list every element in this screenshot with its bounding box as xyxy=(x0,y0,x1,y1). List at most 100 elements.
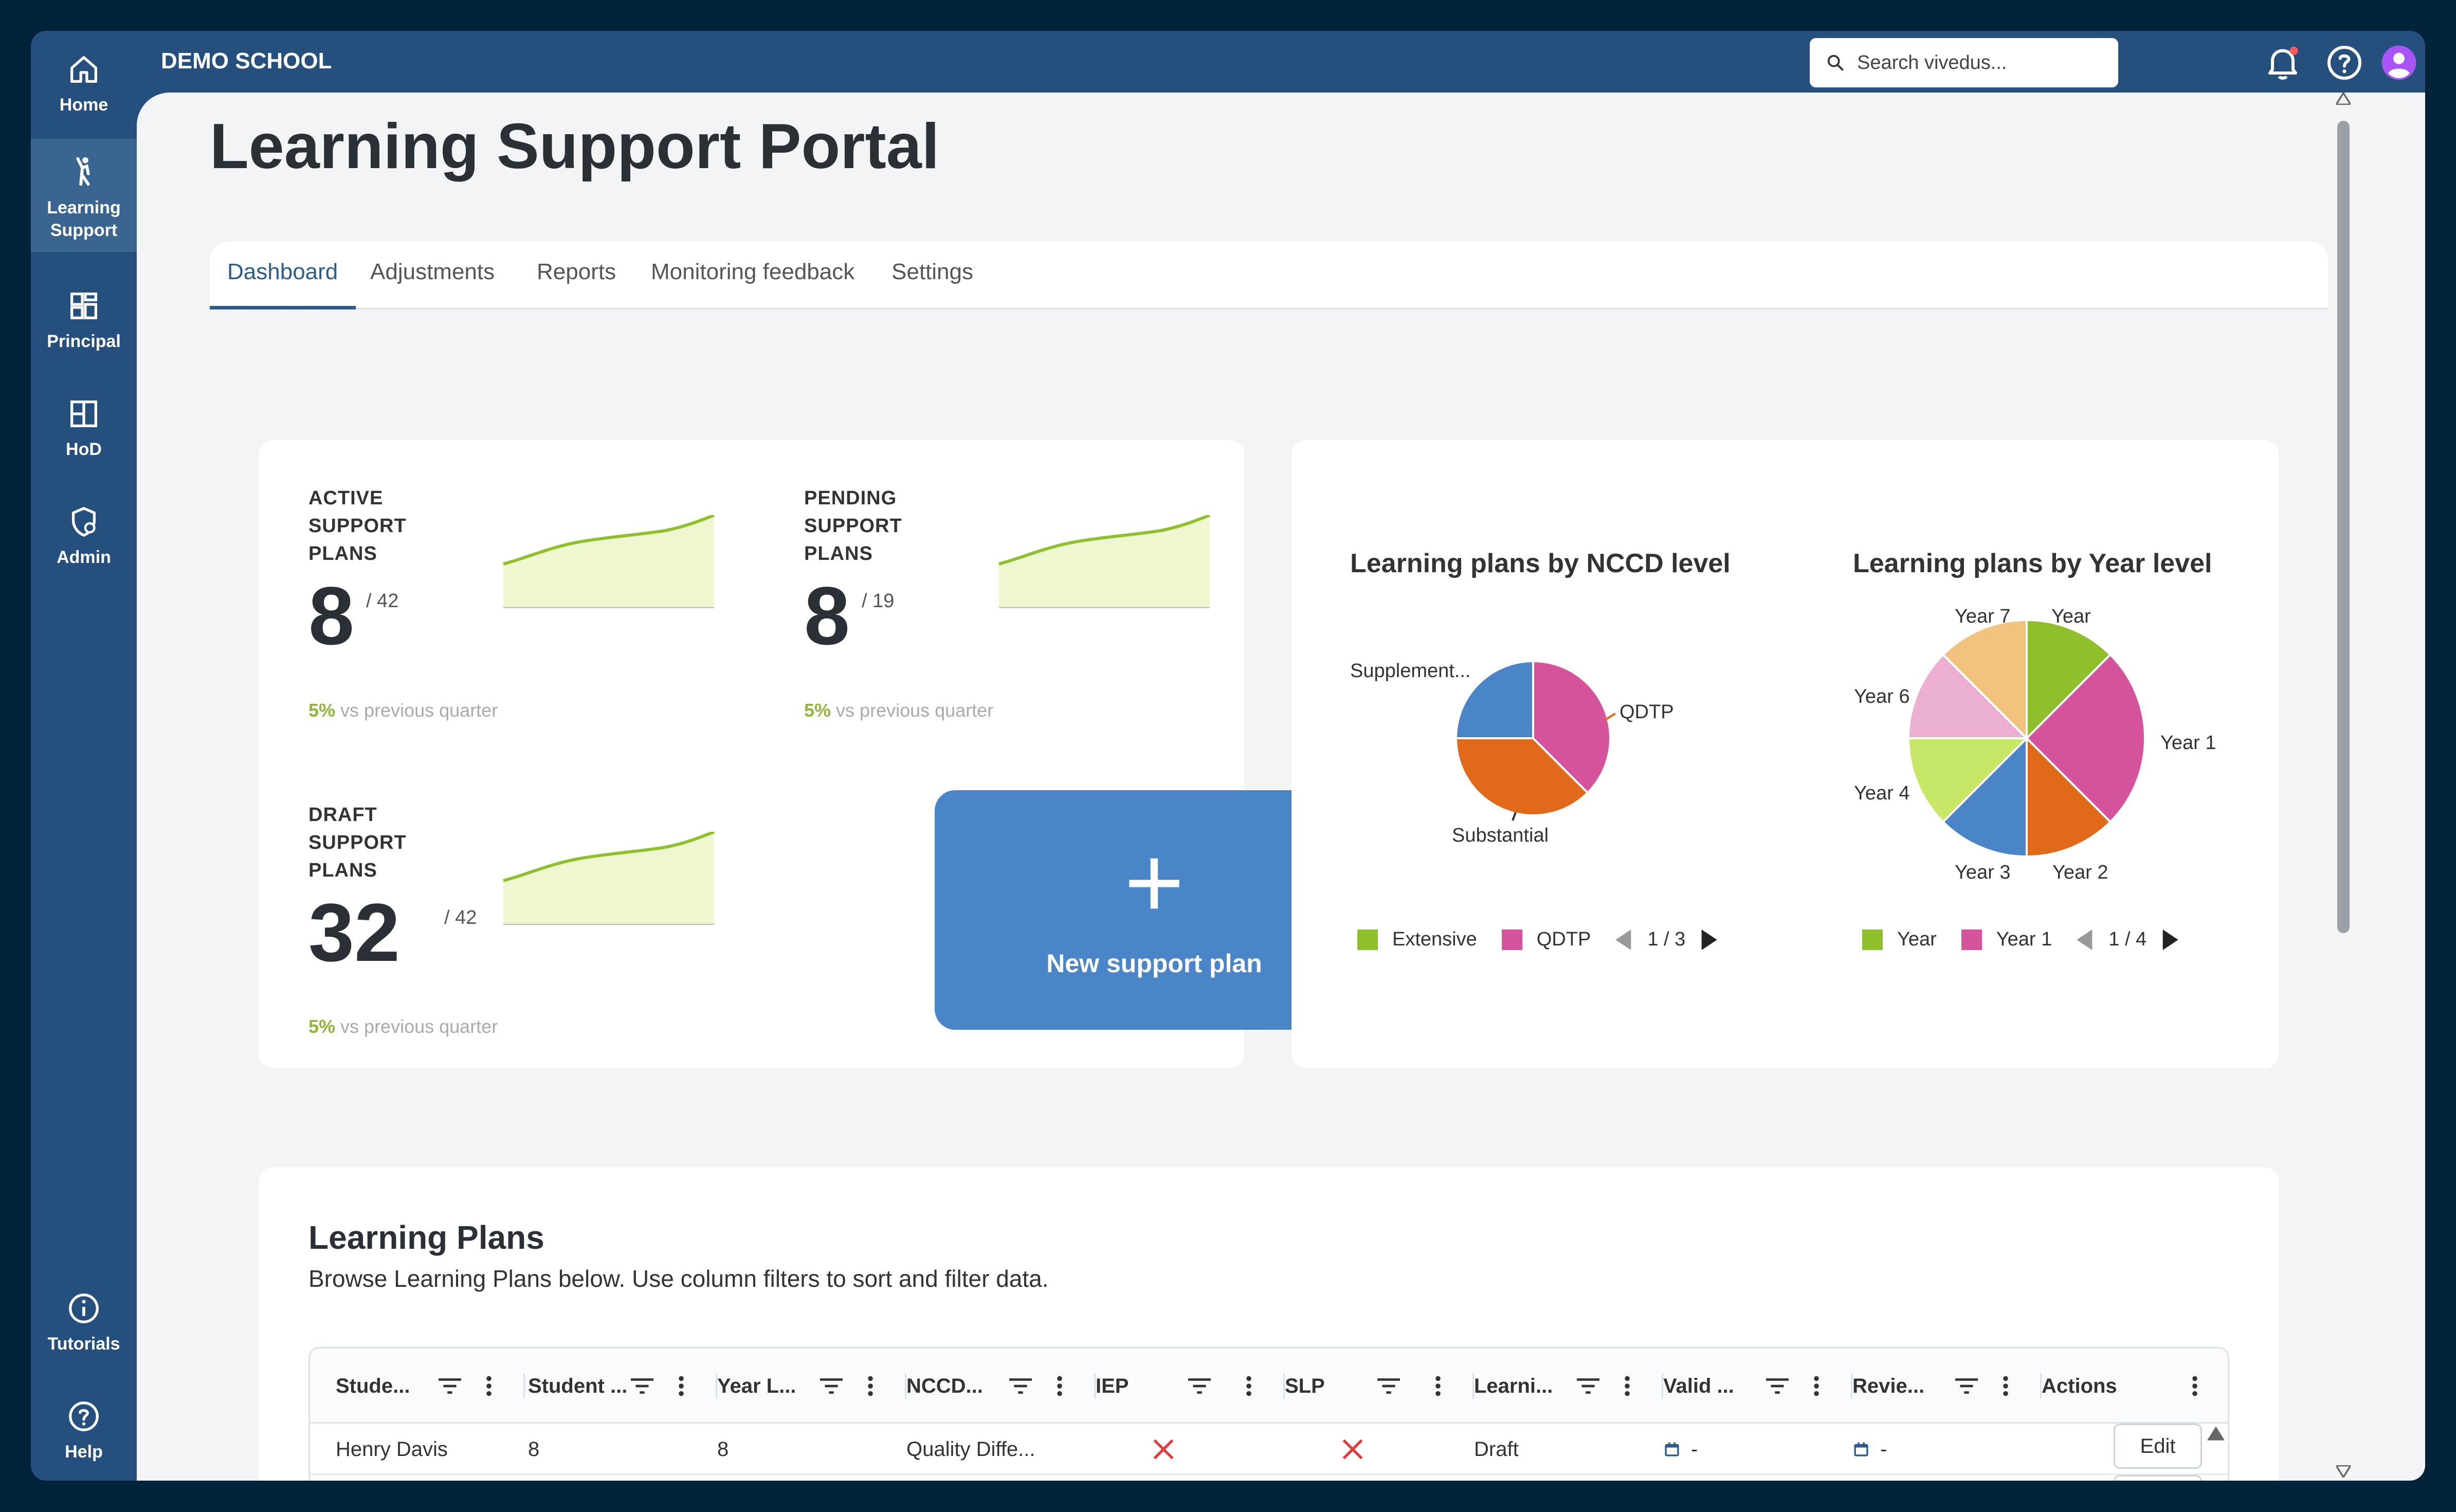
filter-icon[interactable] xyxy=(1188,1377,1211,1395)
tab-monitoring-feedback[interactable]: Monitoring feedback xyxy=(651,259,855,284)
filter-icon[interactable] xyxy=(439,1377,461,1395)
column-separator[interactable] xyxy=(1851,1373,1852,1399)
edit-button[interactable]: Edit xyxy=(2114,1475,2202,1481)
help-icon xyxy=(69,1401,99,1431)
pie-slice[interactable] xyxy=(2026,736,2112,857)
cross-icon xyxy=(1153,1439,1174,1460)
column-separator[interactable] xyxy=(2040,1373,2042,1399)
column-separator[interactable] xyxy=(523,1373,525,1399)
sidebar-item-hod[interactable]: HoD xyxy=(31,396,137,483)
column-header-label: Actions xyxy=(2042,1374,2117,1397)
filter-icon[interactable] xyxy=(631,1377,653,1395)
pie-slice[interactable] xyxy=(1456,737,1589,815)
pie-slice[interactable] xyxy=(1941,736,2028,857)
search-box[interactable] xyxy=(1810,38,2118,87)
edit-button[interactable]: Edit xyxy=(2114,1424,2202,1469)
column-header[interactable]: NCCD... xyxy=(906,1349,1096,1424)
chart-title-year: Learning plans by Year level xyxy=(1853,549,2212,578)
column-menu-icon[interactable] xyxy=(1245,1375,1253,1397)
legend-item: QDTP xyxy=(1501,928,1591,951)
sidebar-item-label: Admin xyxy=(57,548,111,567)
scroll-down-icon[interactable] xyxy=(2336,1465,2351,1478)
user-avatar-icon[interactable] xyxy=(2378,42,2419,83)
tab-dashboard[interactable]: Dashboard xyxy=(227,259,338,284)
search-icon xyxy=(1827,54,1844,71)
stat-trend-active: 5% vs previous quarter xyxy=(308,700,498,721)
pie-slice[interactable] xyxy=(2025,653,2145,824)
column-menu-icon[interactable] xyxy=(1812,1375,1821,1397)
column-header[interactable]: Year L... xyxy=(717,1349,906,1424)
column-separator[interactable] xyxy=(1094,1373,1096,1399)
column-header[interactable]: Learni... xyxy=(1474,1349,1663,1424)
column-separator[interactable] xyxy=(1283,1373,1285,1399)
notification-bell-icon[interactable] xyxy=(2262,42,2303,83)
search-input[interactable] xyxy=(1856,51,2103,75)
pie-slice[interactable] xyxy=(1908,737,2029,824)
scrollbar-thumb[interactable] xyxy=(2337,121,2350,933)
column-menu-icon[interactable] xyxy=(485,1375,493,1397)
column-separator[interactable] xyxy=(1662,1373,1663,1399)
tab-adjustments[interactable]: Adjustments xyxy=(370,259,495,284)
pie-slice[interactable] xyxy=(1941,620,2028,741)
scroll-up-icon[interactable] xyxy=(2336,93,2351,105)
help-circle-icon[interactable] xyxy=(2324,42,2365,83)
column-separator[interactable] xyxy=(905,1373,906,1399)
legend-next-icon[interactable] xyxy=(1700,929,1717,950)
stat-value-pending: 8 xyxy=(804,570,850,662)
column-menu-icon[interactable] xyxy=(866,1375,875,1397)
active-tab-indicator xyxy=(210,306,356,309)
column-header[interactable]: Actions xyxy=(2042,1349,2228,1424)
table-row[interactable]: Henry Davis 8 8 Quality Diffe... Draft - - Edit xyxy=(310,1424,2228,1475)
sidebar-item-label: Help xyxy=(65,1442,103,1462)
pie-slice[interactable] xyxy=(1908,653,2029,739)
sidebar-item-help[interactable]: Help xyxy=(31,1398,137,1481)
column-header-label: Stude... xyxy=(336,1374,410,1397)
column-header[interactable]: IEP xyxy=(1096,1349,1285,1424)
column-menu-icon[interactable] xyxy=(1434,1375,1442,1397)
legend-prev-icon[interactable] xyxy=(2077,929,2094,950)
column-menu-icon[interactable] xyxy=(2191,1375,2199,1397)
column-separator[interactable] xyxy=(716,1373,717,1399)
tab-bar: Dashboard Adjustments Reports Monitoring… xyxy=(210,242,2328,309)
sidebar-item-learning-support[interactable]: Learning Support xyxy=(31,139,137,252)
pie-slice[interactable] xyxy=(1456,661,1534,739)
layout-icon xyxy=(70,400,97,427)
page-scrollbar[interactable] xyxy=(2333,93,2354,1481)
sidebar-item-admin[interactable]: Admin xyxy=(31,504,137,591)
tab-reports[interactable]: Reports xyxy=(537,259,616,284)
pie-label-supplementary: Supplement... xyxy=(1350,660,1471,682)
table-scroll-up-icon[interactable] xyxy=(2207,1426,2225,1441)
plus-icon: + xyxy=(1124,825,1185,940)
column-header[interactable]: Valid ... xyxy=(1663,1349,1852,1424)
column-menu-icon[interactable] xyxy=(2002,1375,2010,1397)
column-menu-icon[interactable] xyxy=(677,1375,685,1397)
pie-slice[interactable] xyxy=(2026,620,2112,741)
column-header[interactable]: SLP xyxy=(1285,1349,1474,1424)
pie-slice[interactable] xyxy=(1532,661,1610,794)
filter-icon[interactable] xyxy=(1009,1377,1032,1395)
student-cell: Ivana Rodrig... xyxy=(336,1475,525,1481)
legend-next-icon[interactable] xyxy=(2161,929,2178,950)
filter-icon[interactable] xyxy=(1577,1377,1599,1395)
column-menu-icon[interactable] xyxy=(1056,1375,1064,1397)
column-header-label: Revie... xyxy=(1852,1374,1925,1397)
filter-icon[interactable] xyxy=(1377,1377,1400,1395)
stat-trend-pending: 5% vs previous quarter xyxy=(804,700,994,721)
filter-icon[interactable] xyxy=(820,1377,843,1395)
calendar-icon xyxy=(1854,1442,1868,1456)
column-header[interactable]: Student ... xyxy=(528,1349,717,1424)
sidebar-item-home[interactable]: Home xyxy=(31,51,137,139)
filter-icon[interactable] xyxy=(1766,1377,1789,1395)
column-menu-icon[interactable] xyxy=(1623,1375,1631,1397)
pie-chart-nccd xyxy=(1456,661,1610,815)
column-separator[interactable] xyxy=(1472,1373,1474,1399)
column-header[interactable]: Revie... xyxy=(1852,1349,2042,1424)
tab-settings[interactable]: Settings xyxy=(892,259,973,284)
column-header[interactable]: Stude... xyxy=(336,1349,525,1424)
filter-icon[interactable] xyxy=(1955,1377,1978,1395)
actions-cell: Edit xyxy=(2042,1424,2228,1475)
sidebar-item-principal[interactable]: Principal xyxy=(31,288,137,375)
legend-prev-icon[interactable] xyxy=(1615,929,1633,950)
sidebar-item-tutorials[interactable]: Tutorials xyxy=(31,1290,137,1378)
table-row[interactable]: Ivana Rodrig...99Quality Diffe...Draft--… xyxy=(310,1475,2228,1481)
